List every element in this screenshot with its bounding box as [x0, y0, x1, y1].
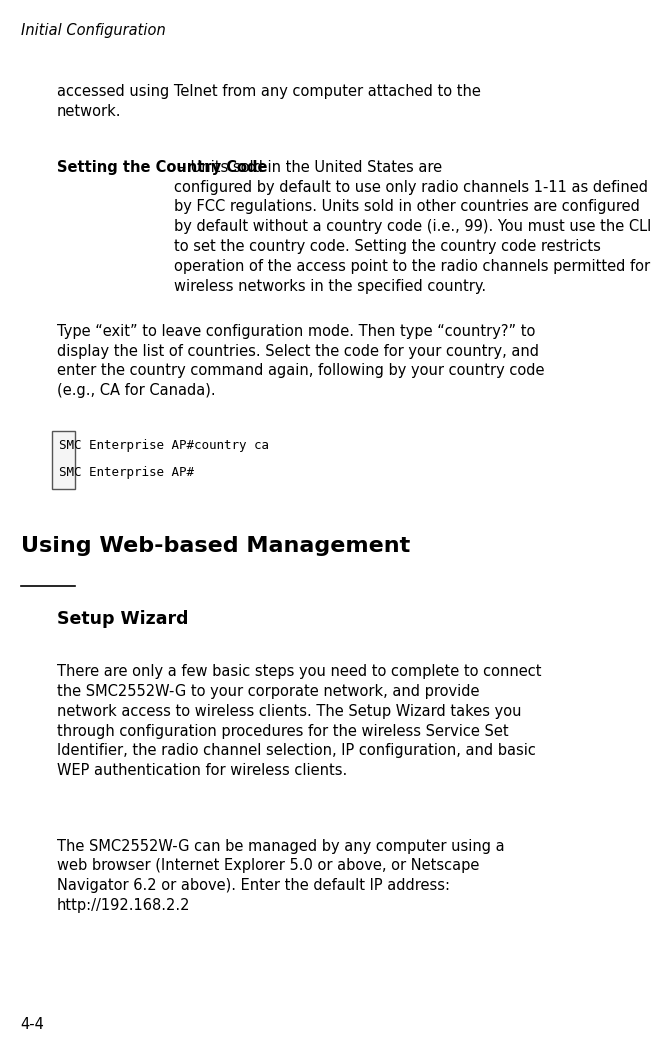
FancyBboxPatch shape: [52, 431, 75, 489]
Text: Initial Configuration: Initial Configuration: [21, 23, 166, 38]
Text: There are only a few basic steps you need to complete to connect
the SMC2552W-G : There are only a few basic steps you nee…: [57, 664, 542, 778]
Text: SMC Enterprise AP#: SMC Enterprise AP#: [59, 466, 195, 478]
Text: Type “exit” to leave configuration mode. Then type “country?” to
display the lis: Type “exit” to leave configuration mode.…: [57, 324, 544, 398]
Text: SMC Enterprise AP#country ca: SMC Enterprise AP#country ca: [59, 439, 270, 452]
Text: accessed using Telnet from any computer attached to the
network.: accessed using Telnet from any computer …: [57, 84, 481, 119]
Text: The SMC2552W-G can be managed by any computer using a
web browser (Internet Expl: The SMC2552W-G can be managed by any com…: [57, 839, 505, 913]
Text: Using Web-based Management: Using Web-based Management: [21, 536, 410, 556]
Text: Setting the Country Code: Setting the Country Code: [57, 160, 267, 174]
Text: 4-4: 4-4: [21, 1017, 45, 1032]
Text: – Units sold in the United States are
configured by default to use only radio ch: – Units sold in the United States are co…: [174, 160, 651, 293]
Text: Setup Wizard: Setup Wizard: [57, 610, 188, 627]
